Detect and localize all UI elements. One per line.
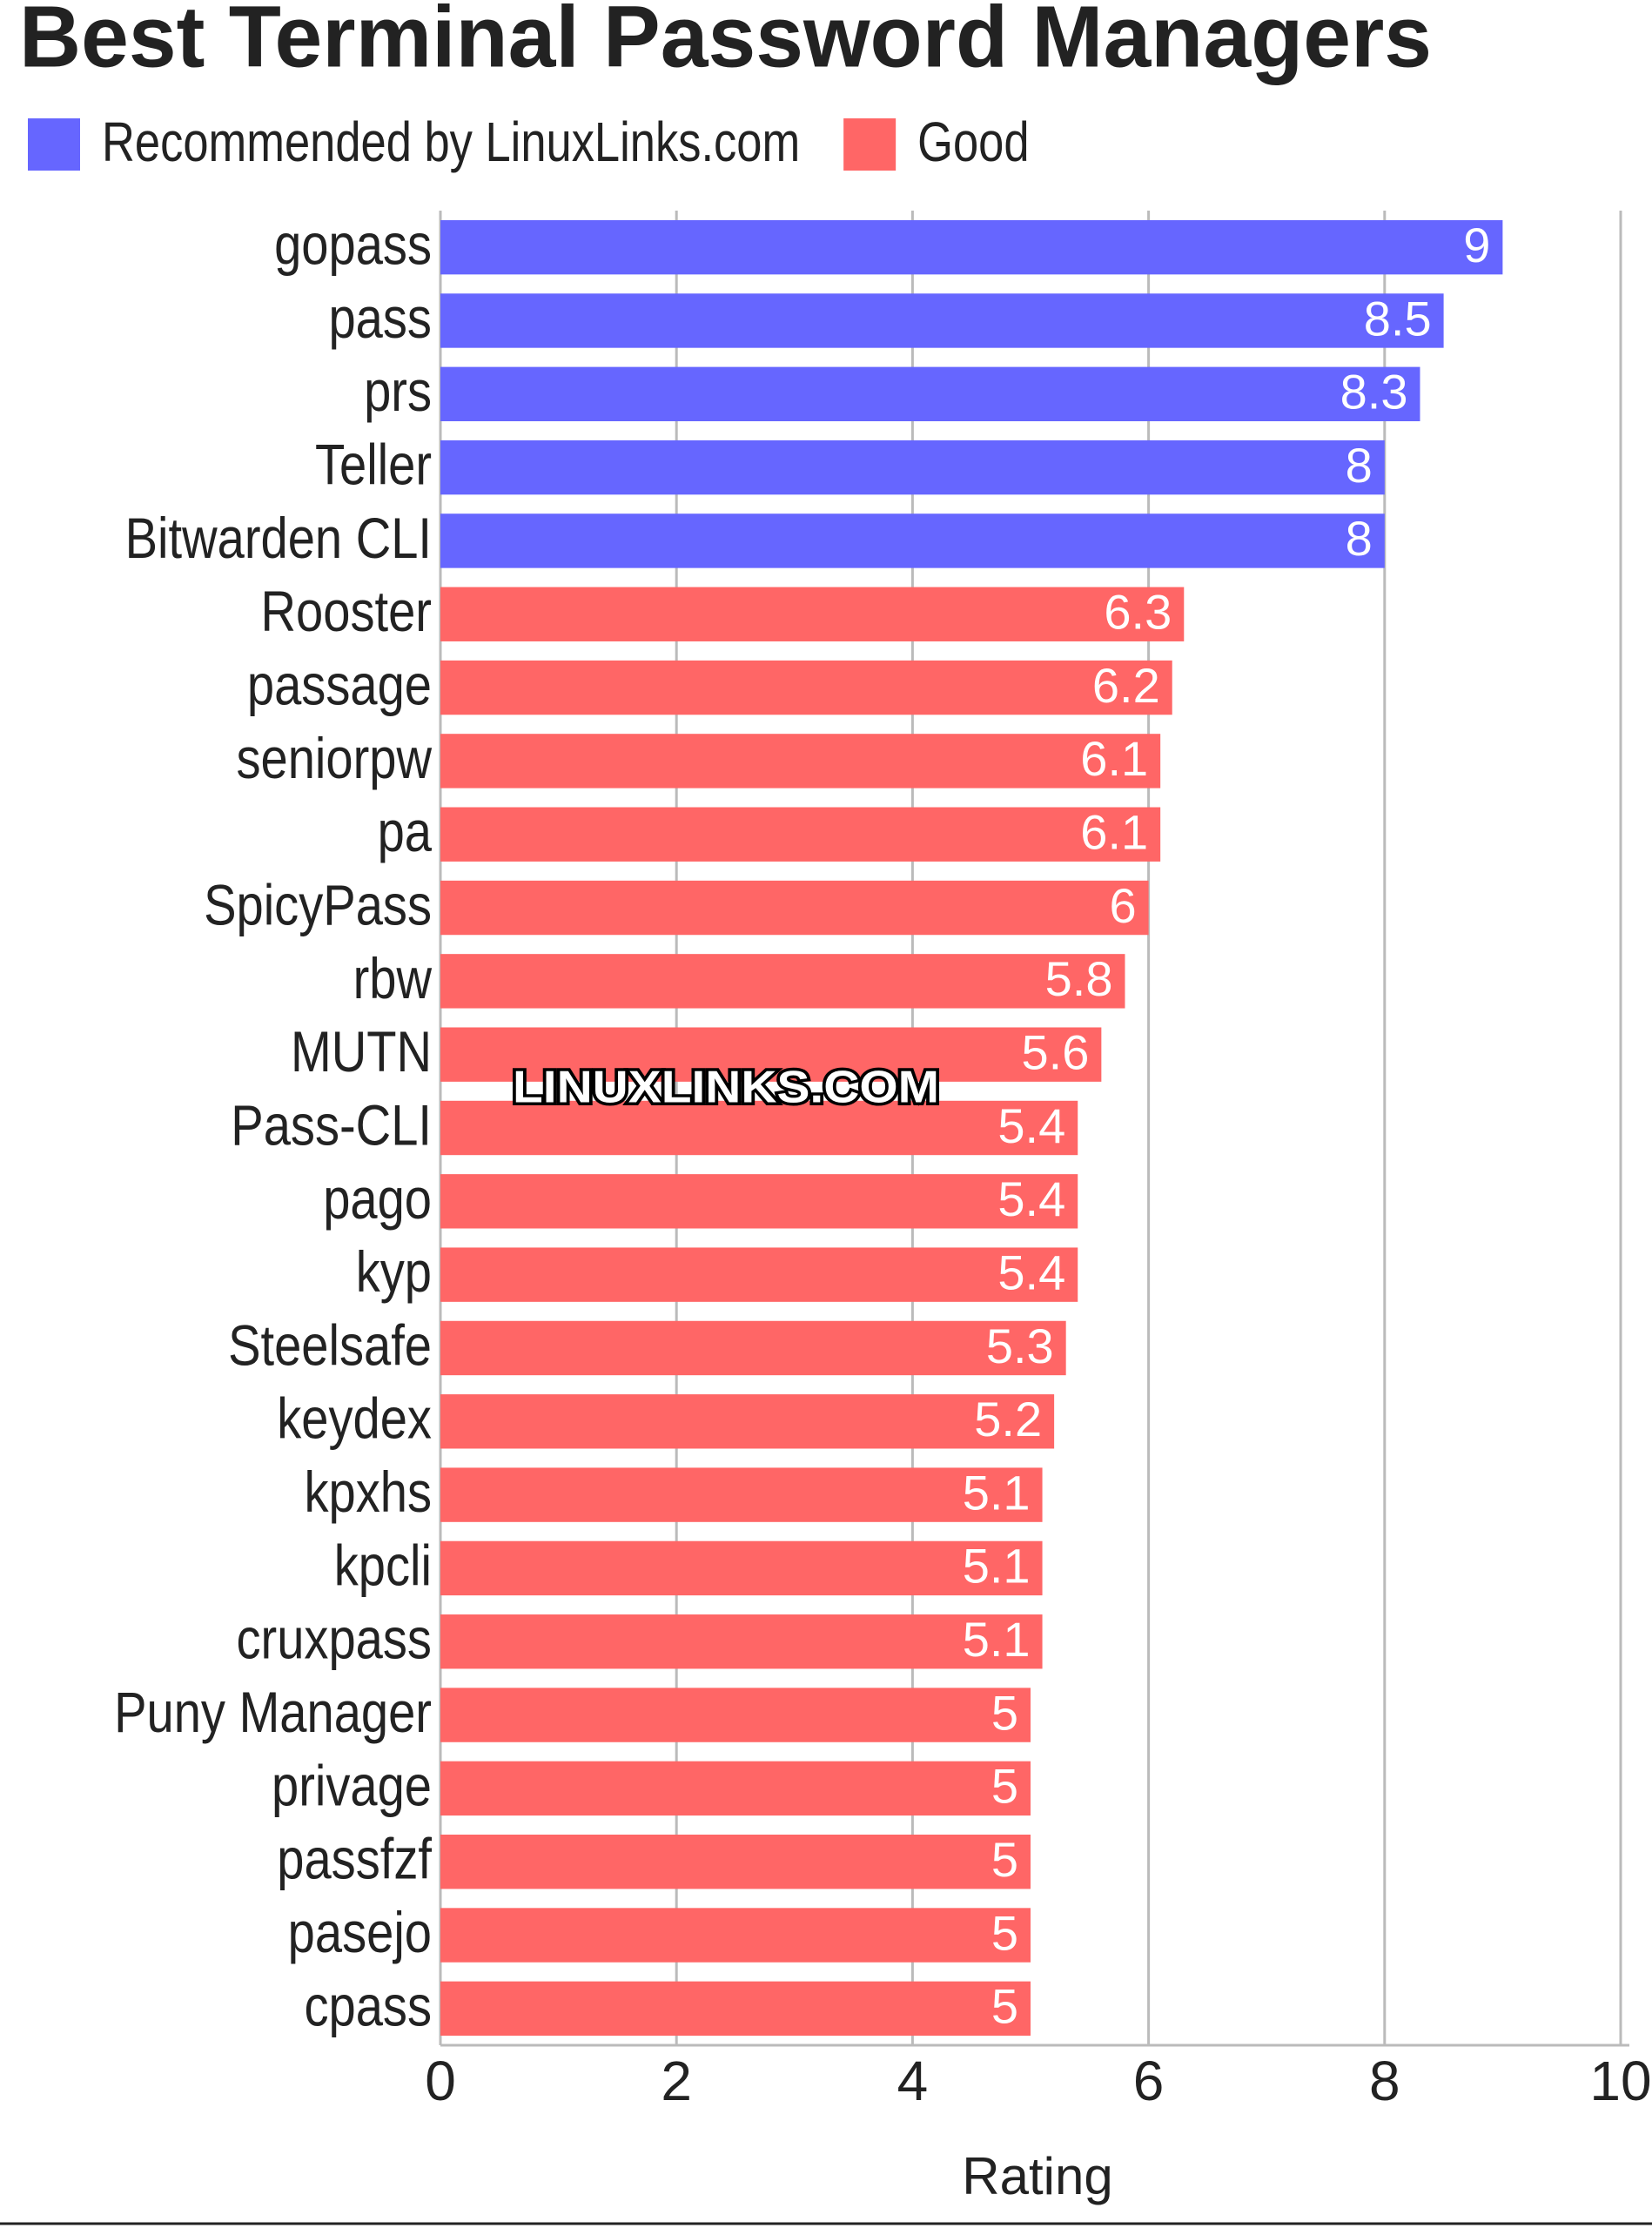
bar bbox=[440, 440, 1385, 495]
y-tick-label: pasejo bbox=[288, 1900, 432, 1964]
watermark: LINUXLINKS.COM bbox=[513, 1063, 939, 1113]
y-tick-label: passage bbox=[247, 653, 432, 717]
bar bbox=[440, 366, 1420, 421]
bar bbox=[440, 513, 1385, 568]
y-tick-label: Bitwarden CLI bbox=[125, 506, 432, 570]
y-tick-label: privage bbox=[272, 1753, 432, 1817]
value-label: 5.4 bbox=[997, 1245, 1065, 1299]
bar bbox=[440, 1027, 1102, 1082]
bar bbox=[440, 1908, 1031, 1963]
value-label: 5 bbox=[991, 1685, 1018, 1740]
bar bbox=[440, 1247, 1078, 1302]
bar bbox=[440, 1467, 1043, 1522]
x-tick-label: 4 bbox=[897, 2050, 929, 2112]
chart-title: Best Terminal Password Managers bbox=[19, 0, 1432, 85]
value-label: 9 bbox=[1463, 218, 1490, 272]
value-label: 6 bbox=[1109, 878, 1136, 933]
value-label: 6.2 bbox=[1092, 658, 1160, 713]
y-tick-label: Pass-CLI bbox=[231, 1092, 432, 1157]
bar bbox=[440, 807, 1161, 862]
bar bbox=[440, 1394, 1055, 1449]
y-tick-label: kyp bbox=[356, 1239, 432, 1304]
y-tick-label: cpass bbox=[304, 1973, 432, 2037]
value-label: 8.3 bbox=[1340, 365, 1408, 419]
value-label: 5.8 bbox=[1045, 951, 1113, 1006]
value-label: 8 bbox=[1346, 438, 1373, 493]
value-label: 5 bbox=[991, 1979, 1018, 2034]
value-label: 5.3 bbox=[986, 1319, 1054, 1373]
value-label: 5 bbox=[991, 1832, 1018, 1887]
legend-label: Good bbox=[917, 111, 1029, 173]
y-tick-label: Rooster bbox=[261, 579, 432, 643]
y-tick-label: Puny Manager bbox=[114, 1680, 432, 1744]
x-tick-label: 6 bbox=[1133, 2050, 1165, 2112]
bar bbox=[440, 660, 1172, 715]
x-tick-label: 8 bbox=[1369, 2050, 1400, 2112]
value-label: 5.1 bbox=[963, 1612, 1031, 1667]
value-label: 5.4 bbox=[997, 1171, 1065, 1226]
y-tick-label: passfzf bbox=[277, 1827, 432, 1891]
y-tick-label: Steelsafe bbox=[228, 1312, 432, 1377]
y-tick-label: pass bbox=[328, 285, 432, 350]
bar bbox=[440, 1835, 1031, 1889]
bar bbox=[440, 219, 1503, 275]
value-label: 5.2 bbox=[974, 1392, 1042, 1446]
bar bbox=[440, 954, 1125, 1009]
value-label: 8.5 bbox=[1364, 291, 1432, 346]
x-axis-title: Rating bbox=[962, 2147, 1112, 2205]
x-tick-label: 0 bbox=[425, 2050, 456, 2112]
legend-swatch bbox=[843, 118, 897, 171]
bar bbox=[440, 1981, 1031, 2037]
y-tick-label: cruxpass bbox=[237, 1607, 432, 1671]
legend-swatch bbox=[28, 118, 80, 171]
bar bbox=[440, 1614, 1043, 1669]
value-label: 5.4 bbox=[997, 1098, 1065, 1153]
bar bbox=[440, 1100, 1078, 1156]
y-tick-label: MUTN bbox=[291, 1019, 432, 1084]
y-tick-label: SpicyPass bbox=[204, 872, 432, 936]
bar bbox=[440, 1761, 1031, 1816]
x-tick-label: 10 bbox=[1589, 2050, 1651, 2112]
bar bbox=[440, 587, 1185, 641]
y-tick-label: rbw bbox=[353, 946, 433, 1010]
y-tick-label: pa bbox=[378, 799, 433, 863]
y-tick-label: seniorpw bbox=[236, 726, 432, 790]
bar bbox=[440, 293, 1444, 348]
y-tick-label: keydex bbox=[277, 1386, 432, 1451]
y-tick-label: pago bbox=[323, 1166, 432, 1231]
value-label: 8 bbox=[1346, 511, 1373, 566]
value-label: 6.1 bbox=[1080, 805, 1148, 860]
value-label: 5.6 bbox=[1022, 1024, 1090, 1079]
legend-label: Recommended by LinuxLinks.com bbox=[102, 111, 800, 173]
value-label: 5.1 bbox=[963, 1465, 1031, 1520]
value-label: 6.1 bbox=[1080, 731, 1148, 786]
value-label: 5.1 bbox=[963, 1539, 1031, 1594]
bar bbox=[440, 1174, 1078, 1229]
bar bbox=[440, 880, 1149, 936]
y-tick-label: gopass bbox=[274, 212, 432, 277]
y-tick-label: prs bbox=[364, 359, 432, 423]
value-label: 6.3 bbox=[1104, 585, 1172, 640]
value-label: 5 bbox=[991, 1905, 1018, 1960]
y-tick-label: Teller bbox=[315, 433, 432, 497]
bar bbox=[440, 1688, 1031, 1742]
bar bbox=[440, 1540, 1043, 1596]
y-tick-label: kpxhs bbox=[304, 1460, 432, 1524]
value-label: 5 bbox=[991, 1759, 1018, 1814]
y-tick-label: kpcli bbox=[334, 1533, 432, 1597]
bar bbox=[440, 734, 1161, 789]
bar bbox=[440, 1320, 1066, 1376]
x-tick-label: 2 bbox=[661, 2050, 692, 2112]
